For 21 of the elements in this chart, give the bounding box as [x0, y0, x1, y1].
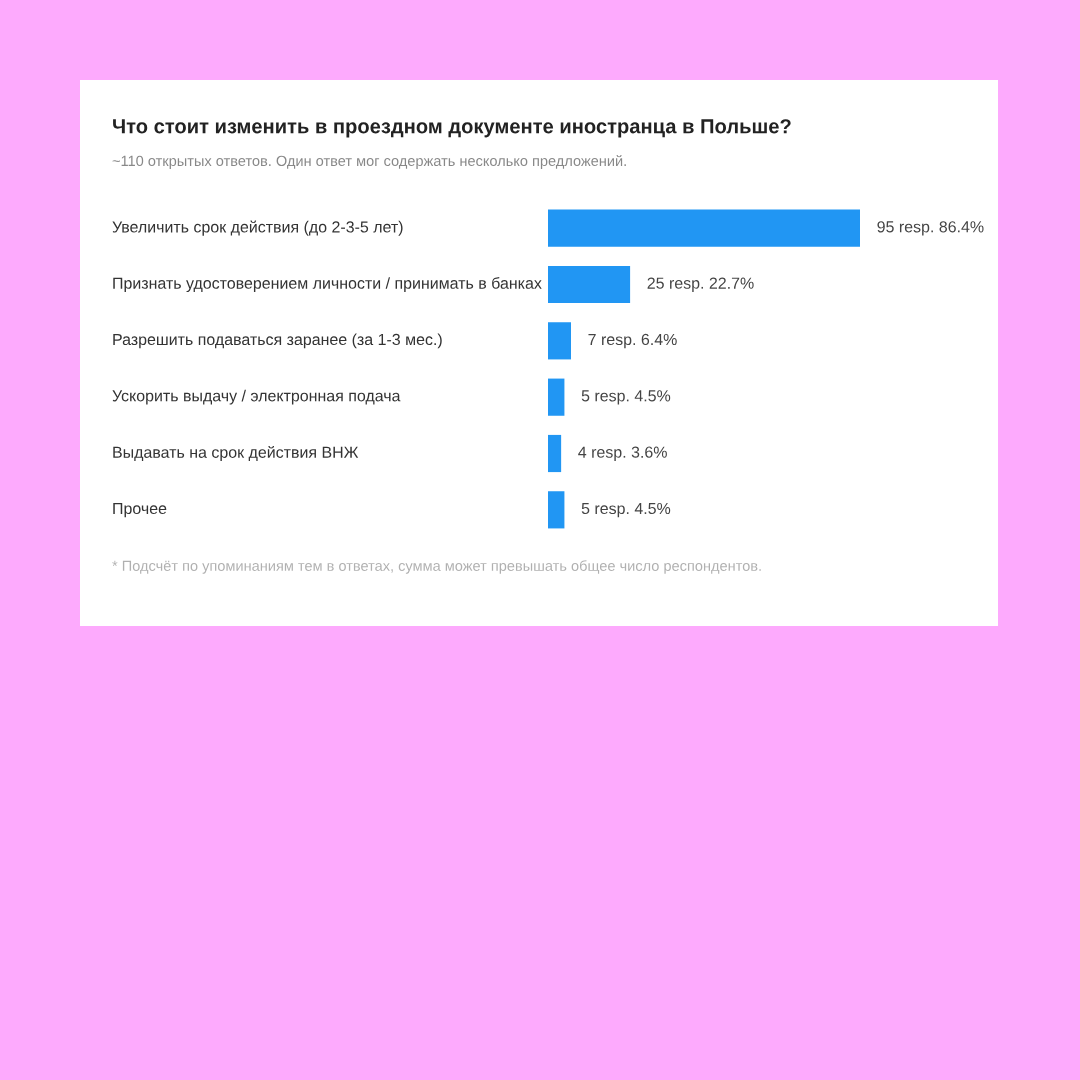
bar	[548, 322, 571, 360]
y-tick-label: Ускорить выдачу / электронная подача	[112, 389, 401, 405]
text: * Подсчёт по упоминаниям тем в ответах, сумма может превышать общее число респондентов.	[112, 560, 761, 574]
y-tick-label: Прочее	[113, 502, 167, 518]
data-label: 5 resp. 4.5%	[581, 390, 671, 405]
bar	[548, 491, 565, 529]
text: ~110 открытых ответов. Один ответ мог содержать несколько предложений.	[112, 155, 626, 169]
data-label: 7 resp. 6.4%	[588, 333, 677, 349]
bar	[548, 378, 565, 416]
y-tick-label: Разрешить подаваться заранее (за 1-3 мес.)	[113, 333, 442, 349]
data-label: 25 resp. 22.7%	[647, 277, 754, 292]
data-label: 4 resp. 3.6%	[578, 446, 667, 461]
bar	[548, 434, 562, 473]
y-tick-label: Выдавать на срок действия ВНЖ	[113, 445, 359, 462]
y-tick-label: Увеличить срок действия (до 2-3-5 лет)	[112, 220, 403, 236]
bar	[548, 209, 860, 247]
data-label: 5 resp. 4.5%	[581, 502, 671, 518]
y-tick-label: Признать удостоверением личности / принимать в банках	[113, 276, 542, 293]
data-label: 95 resp. 86.4%	[877, 221, 984, 236]
bar	[548, 265, 631, 304]
chart-title: Что стоит изменить в проездном документе иностранца в Польше?	[113, 119, 791, 138]
